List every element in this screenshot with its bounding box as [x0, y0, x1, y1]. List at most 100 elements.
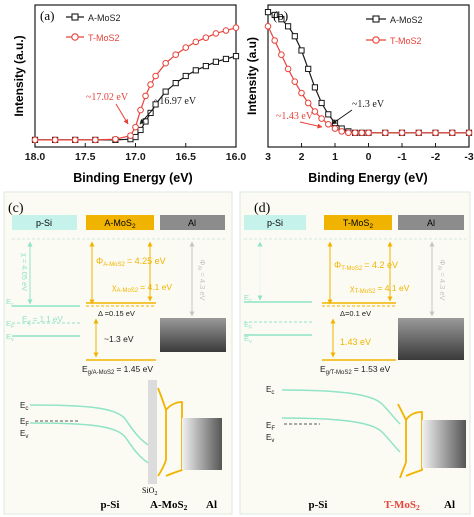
- al-band-block-c: [182, 418, 222, 470]
- data-point-t-mos2: [311, 108, 319, 115]
- data-point-t-mos2: [142, 92, 149, 100]
- data-point-a-mos2: [147, 109, 154, 117]
- data-point-a-mos2: [202, 62, 209, 70]
- al-block-c: [160, 318, 226, 352]
- annotation-17-02: ~17.02 eV: [86, 92, 129, 103]
- data-point-t-mos2: [132, 123, 139, 131]
- data-point-t-mos2: [291, 78, 299, 85]
- data-point-t-mos2: [278, 51, 285, 59]
- phi-mos2-label-d: ΦT-MoS2 = 4.2 eV: [334, 260, 398, 272]
- bottom-label-psi-c: p-Si: [101, 499, 120, 511]
- ev-label-left-c: Ev: [6, 332, 14, 343]
- data-point-t-mos2: [162, 59, 169, 67]
- data-point-t-mos2: [398, 129, 406, 137]
- legend-label-b-t-mos2: T-MoS2: [390, 36, 422, 46]
- mos2-band-left-c: [157, 387, 167, 477]
- data-point-a-mos2: [192, 67, 199, 74]
- data-point-t-mos2: [415, 129, 423, 137]
- header-box-al-d: [398, 215, 464, 230]
- series-b: [264, 9, 473, 137]
- legend-label-b-a-mos2: A-MoS2: [390, 15, 423, 25]
- bottom-label-al-c: Al: [206, 499, 217, 511]
- header-label-psi-d: p-Si: [267, 218, 283, 228]
- ec-label-left-c: Ec: [6, 297, 14, 308]
- ef-label-left-c: EF: [6, 319, 15, 330]
- eg-mos2-label-c: Eg/A-MoS2 = 1.45 eV: [82, 364, 153, 376]
- legend-marker-a-mos2: [71, 13, 79, 21]
- mos2-band-left-d: [397, 403, 407, 479]
- data-point-t-mos2: [325, 120, 332, 128]
- ev-label-left-d: Ev: [244, 334, 252, 345]
- eg-psi-label-c: Eg = 1.1 eV: [22, 315, 63, 326]
- data-point-t-mos2: [137, 106, 144, 114]
- header-box-al-c: [160, 215, 225, 230]
- eg-mos2-label-d: Eg/T-MoS2 = 1.53 eV: [320, 364, 391, 376]
- arrow-1-3: [331, 109, 353, 125]
- x-tick-label: 18.0: [25, 151, 46, 163]
- data-point-t-mos2: [31, 136, 39, 144]
- header-box-psi-c: [12, 215, 77, 230]
- ef-label-left-d: EF: [244, 320, 253, 331]
- band-ev-label-d: Ev: [266, 433, 274, 444]
- data-point-a-mos2: [325, 111, 332, 118]
- data-point-t-mos2: [222, 27, 230, 34]
- bottom-label-mos2-c: A-MoS2: [150, 499, 188, 512]
- legend-marker-t-mos2: [71, 33, 79, 41]
- al-band-block-d: [422, 420, 466, 468]
- series-a: [31, 24, 240, 144]
- data-point-t-mos2: [345, 129, 352, 137]
- header-box-psi-d: [244, 215, 306, 230]
- legend-b: A-MoS2 T-MoS2: [366, 15, 423, 46]
- data-point-t-mos2: [298, 89, 305, 97]
- annotation-16-97: ~16.97 eV: [154, 96, 197, 107]
- header-label-mos2-d: T-MoS2: [343, 218, 374, 230]
- delta-label-d: Δ=0.1 eV: [340, 309, 371, 318]
- al-block-d: [398, 318, 464, 360]
- data-point-a-mos2: [232, 53, 240, 60]
- data-point-t-mos2: [365, 129, 372, 137]
- arrow-17-02: [115, 103, 129, 125]
- band-ev-label-c: Ev: [20, 429, 28, 440]
- data-point-a-mos2: [264, 9, 272, 16]
- band-ev-curve-d: [281, 417, 401, 453]
- series-line-t-mos2: [35, 27, 237, 141]
- x-tick-label: -2: [431, 151, 440, 163]
- x-tick-label: 0: [366, 151, 372, 163]
- phi-mos2-label-c: ΦA-MoS2 = 4.25 eV: [96, 256, 166, 268]
- band-ec-curve-d: [281, 389, 401, 425]
- data-point-t-mos2: [465, 129, 473, 137]
- x-tick-label: 16.0: [226, 151, 247, 163]
- data-point-a-mos2: [152, 101, 159, 108]
- chi-mos2-label-c: χA-MoS2 = 4.1 eV: [112, 282, 172, 294]
- data-point-t-mos2: [448, 129, 456, 137]
- arrow-1-43: [299, 121, 323, 129]
- data-point-t-mos2: [358, 129, 366, 137]
- data-point-t-mos2: [271, 37, 279, 44]
- arrow-16-97: [139, 107, 155, 125]
- y-axis-label-a: Intensity (a.u.): [12, 35, 26, 116]
- vb-offset-label-c: ~1.3 eV: [104, 334, 134, 344]
- x-ticks-b: 3 2 1 0 -1 -2 -3: [265, 143, 474, 163]
- data-point-t-mos2: [284, 65, 292, 73]
- x-tick-label: -3: [464, 151, 473, 163]
- band-ef-label-d: EF: [266, 421, 275, 432]
- x-tick-label: 16.5: [176, 151, 197, 163]
- ec-label-left-d: Ec: [244, 293, 252, 304]
- header-box-mos2-c: [86, 215, 154, 230]
- data-point-t-mos2: [432, 129, 439, 137]
- x-ticks-a: 18.0 17.5 17.0 16.5 16.0: [25, 143, 247, 163]
- bottom-label-al-d: Al: [444, 499, 455, 511]
- data-point-t-mos2: [318, 115, 325, 122]
- data-point-t-mos2: [112, 135, 119, 143]
- x-axis-label-a: Binding Energy (eV): [73, 171, 192, 185]
- data-point-a-mos2: [298, 47, 305, 54]
- data-point-a-mos2: [172, 80, 179, 87]
- data-point-t-mos2: [304, 99, 312, 107]
- data-point-t-mos2: [338, 128, 346, 135]
- data-point-a-mos2: [285, 23, 292, 30]
- panel-label-d: (d): [254, 201, 271, 216]
- chi-mos2-label-d: χT-MoS2 = 4.1 eV: [350, 283, 410, 295]
- panel-label-b: (b): [273, 8, 288, 23]
- data-point-a-mos2: [318, 99, 325, 107]
